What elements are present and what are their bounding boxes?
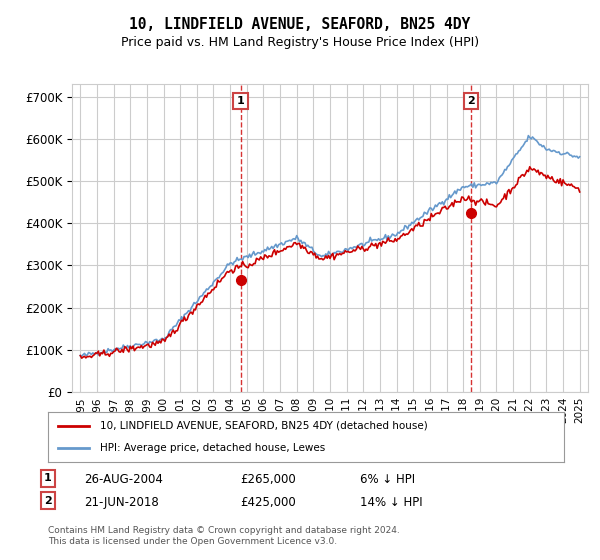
Text: 1: 1	[236, 96, 244, 106]
Text: £425,000: £425,000	[240, 496, 296, 508]
Text: 14% ↓ HPI: 14% ↓ HPI	[360, 496, 422, 508]
Text: 21-JUN-2018: 21-JUN-2018	[84, 496, 159, 508]
Text: 2: 2	[44, 496, 52, 506]
Text: 1: 1	[44, 473, 52, 483]
Text: £265,000: £265,000	[240, 473, 296, 486]
Text: 26-AUG-2004: 26-AUG-2004	[84, 473, 163, 486]
Text: Contains HM Land Registry data © Crown copyright and database right 2024.
This d: Contains HM Land Registry data © Crown c…	[48, 526, 400, 546]
Text: HPI: Average price, detached house, Lewes: HPI: Average price, detached house, Lewe…	[100, 443, 325, 453]
Text: Price paid vs. HM Land Registry's House Price Index (HPI): Price paid vs. HM Land Registry's House …	[121, 36, 479, 49]
Text: 2: 2	[467, 96, 475, 106]
Text: 10, LINDFIELD AVENUE, SEAFORD, BN25 4DY: 10, LINDFIELD AVENUE, SEAFORD, BN25 4DY	[130, 17, 470, 32]
Text: 10, LINDFIELD AVENUE, SEAFORD, BN25 4DY (detached house): 10, LINDFIELD AVENUE, SEAFORD, BN25 4DY …	[100, 421, 427, 431]
Text: 6% ↓ HPI: 6% ↓ HPI	[360, 473, 415, 486]
